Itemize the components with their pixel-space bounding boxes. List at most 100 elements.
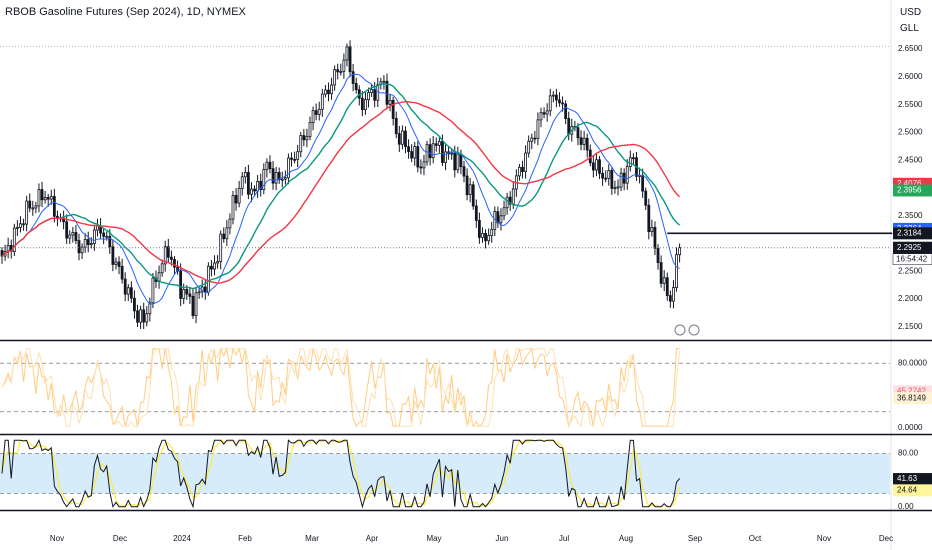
earnings-icon [688, 324, 700, 336]
candle-up [450, 152, 454, 155]
candle-up [25, 200, 29, 225]
candle-up [228, 218, 232, 229]
x-tick-label: Apr [366, 534, 379, 543]
candle-up [502, 207, 506, 217]
flash-icon [674, 324, 686, 336]
currency-button[interactable]: USD [900, 7, 922, 18]
candle-up [71, 232, 75, 236]
candle-up [444, 151, 447, 163]
candle-up [145, 313, 149, 323]
candles [0, 40, 681, 330]
candle-up [43, 197, 47, 201]
candle-up [280, 178, 284, 181]
x-tick-label: Jun [496, 534, 509, 543]
x-tick-label: Dec [113, 534, 127, 543]
candle-up [311, 110, 315, 124]
candle-down [86, 239, 90, 246]
candle-up [206, 265, 210, 293]
candle-down [610, 170, 614, 189]
candle-down [348, 46, 352, 73]
candle-down [644, 190, 648, 206]
osc2-line-a [1, 438, 680, 509]
candle-up [148, 302, 152, 315]
osc2-value-b-bg [893, 484, 932, 497]
candle-up [613, 187, 617, 190]
candle-down [65, 221, 69, 239]
candle-down [188, 293, 192, 297]
candle-up [518, 166, 521, 177]
candle-down [604, 177, 608, 180]
candle-down [591, 162, 595, 171]
candle-down [108, 235, 112, 248]
candle-down [40, 189, 44, 201]
candle-down [314, 110, 318, 115]
candle-up [89, 243, 93, 246]
candle-up [151, 277, 155, 304]
candle-down [293, 158, 297, 161]
price-tick-label: 2.3500 [898, 211, 923, 220]
candle-down [428, 144, 432, 159]
candle-up [68, 234, 72, 239]
candle-down [484, 232, 487, 242]
x-tick-label: Feb [238, 534, 252, 543]
candle-up [160, 263, 164, 274]
price-tick-label: 2.6000 [898, 72, 923, 81]
chart-title: RBOB Gasoline Futures (Sep 2024), 1D, NY… [5, 6, 246, 18]
candle-up [625, 166, 629, 184]
candle-up [490, 229, 494, 236]
candle-up [197, 291, 201, 294]
candle-down [360, 97, 364, 111]
x-tick-label: Aug [619, 534, 633, 543]
candle-up [481, 232, 484, 238]
trail-value-label: 2.3184 [897, 228, 922, 237]
candle-down [253, 188, 256, 192]
candle-up [530, 137, 534, 142]
ma-slow-line [1, 101, 681, 284]
trail-value-label-bg [893, 227, 932, 240]
candle-up [619, 172, 623, 188]
osc2-tick-label: 0.00 [898, 502, 914, 511]
candle-down [246, 172, 250, 195]
candle-up [400, 130, 404, 145]
candle-down [391, 99, 395, 119]
osc1-line-a [1, 346, 680, 429]
candle-up [308, 122, 312, 137]
unit-button[interactable]: GLL [900, 23, 919, 34]
candle-down [416, 146, 420, 168]
candle-down [268, 161, 272, 170]
candle-down [659, 262, 663, 284]
candle-down [585, 137, 589, 151]
candle-down [259, 180, 263, 190]
candle-up [650, 227, 654, 233]
candle-up [370, 89, 374, 93]
candle-down [542, 112, 546, 115]
candle-up [431, 143, 435, 159]
candle-up [456, 153, 460, 171]
candle-down [471, 184, 475, 207]
candle-down [410, 151, 414, 159]
osc2-tick-label: 80.00 [898, 449, 919, 458]
candle-down [179, 270, 183, 299]
candle-up [31, 207, 35, 210]
candle-down [222, 233, 226, 240]
candle-down [459, 153, 463, 168]
candle-down [117, 261, 121, 267]
candle-down [561, 102, 564, 105]
candle-up [19, 223, 22, 228]
candle-up [256, 180, 260, 192]
x-tick-label: Oct [749, 534, 762, 543]
candle-down [52, 196, 56, 217]
candle-down [397, 133, 401, 145]
candle-up [240, 176, 244, 189]
candle-up [607, 170, 611, 179]
x-tick-label: Mar [305, 534, 319, 543]
x-tick-label: Nov [50, 534, 64, 543]
ma-mid-line [1, 82, 681, 290]
osc1-line-b [1, 347, 681, 429]
price-tick-label: 2.6500 [898, 44, 923, 53]
candle-up [505, 196, 509, 209]
ma-fast-line [1, 73, 680, 305]
x-tick-label: May [426, 534, 441, 543]
